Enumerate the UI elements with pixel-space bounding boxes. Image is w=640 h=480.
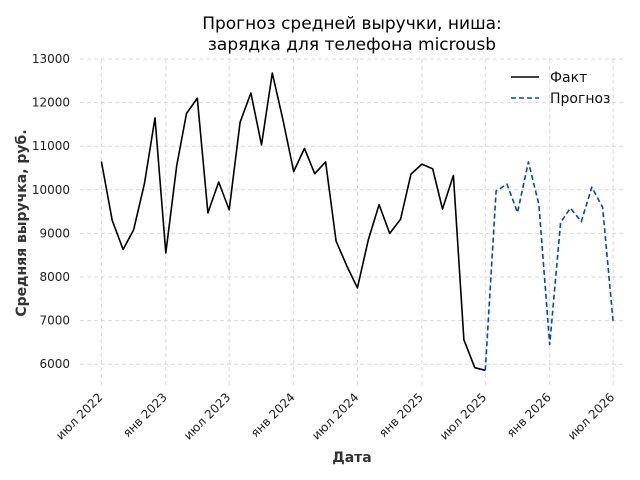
- legend-label-fact: Факт: [550, 70, 587, 86]
- y-tick-label: 7000: [39, 314, 70, 328]
- legend: Факт Прогноз: [511, 70, 611, 107]
- y-tick-label: 11000: [32, 139, 70, 153]
- x-tick-label: янв 2025: [376, 390, 426, 440]
- x-axis-label: Дата: [332, 450, 371, 466]
- x-tick-label: июл 2024: [309, 390, 361, 442]
- grid-layer: [80, 58, 624, 386]
- series-line-forecast: [484, 161, 614, 371]
- x-tick-label: июл 2026: [565, 390, 617, 442]
- series-layer: [100, 72, 614, 372]
- x-tick-labels: июл 2022 янв 2023 июл 2023 янв 2024 июл 2024…: [53, 390, 617, 442]
- x-tick-label: янв 2024: [248, 390, 298, 440]
- chart-title-line-2: зарядка для телефона microusb: [208, 35, 496, 55]
- y-tick-label: 13000: [32, 52, 70, 66]
- x-tick-label: июл 2025: [437, 390, 489, 442]
- y-axis-label: Средняя выручка, руб.: [14, 129, 30, 316]
- series-line-fact: [100, 72, 486, 372]
- x-tick-label: июл 2023: [181, 390, 233, 442]
- y-tick-label: 8000: [39, 270, 70, 284]
- y-tick-label: 6000: [39, 357, 70, 371]
- chart-title-line-1: Прогноз средней выручки, ниша:: [202, 14, 502, 34]
- x-tick-label: июл 2022: [53, 390, 105, 442]
- y-tick-label: 9000: [39, 226, 70, 240]
- y-tick-label: 12000: [32, 96, 70, 110]
- y-tick-labels: 6000 7000 8000 9000 10000 11000 12000 13000: [32, 52, 70, 371]
- x-tick-label: янв 2023: [120, 390, 170, 440]
- y-tick-label: 10000: [32, 183, 70, 197]
- x-tick-label: янв 2026: [504, 390, 554, 440]
- legend-label-forecast: Прогноз: [550, 91, 611, 107]
